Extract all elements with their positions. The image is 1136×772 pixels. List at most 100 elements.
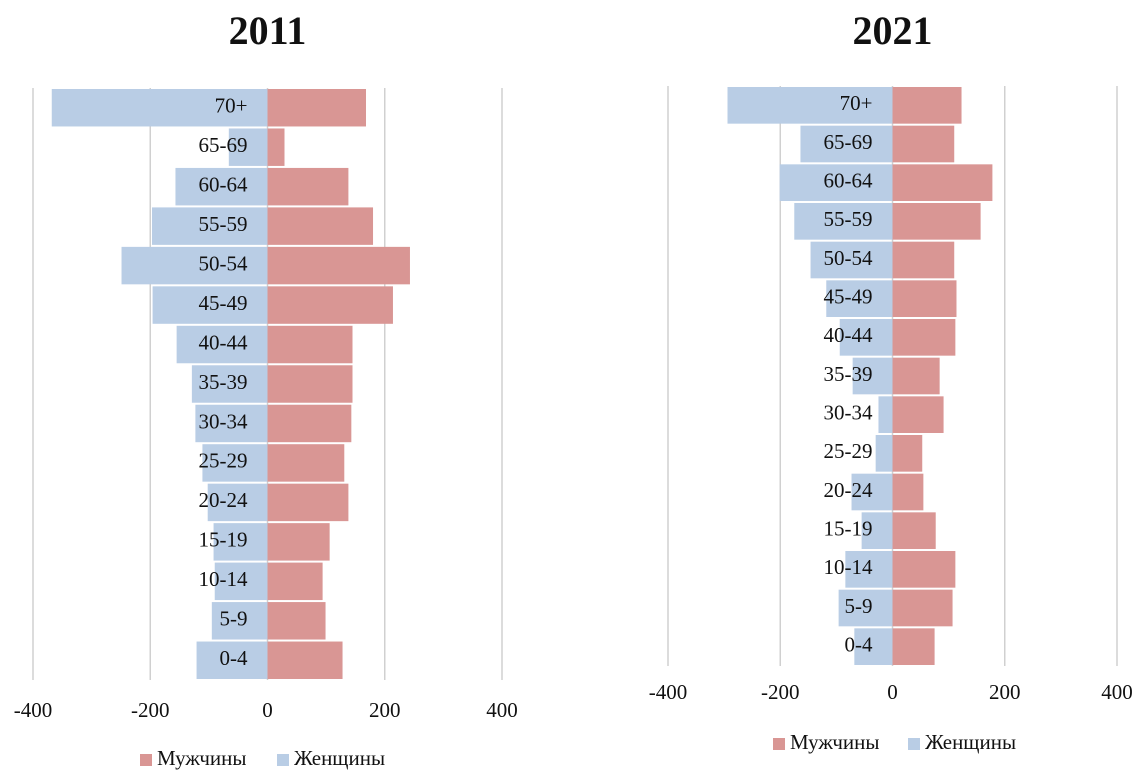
bar [810, 241, 893, 279]
bar [267, 404, 352, 443]
category-label: 40-44 [199, 330, 248, 354]
bar [175, 167, 268, 206]
bar [892, 87, 962, 124]
category-label: 70+ [215, 94, 248, 118]
bar [779, 164, 893, 201]
category-label: 5-9 [220, 607, 248, 631]
bar [838, 589, 893, 627]
bar [267, 246, 410, 285]
bar [892, 241, 955, 279]
bar [892, 435, 923, 472]
bar [892, 628, 935, 665]
x-tick-label: -400 [649, 680, 688, 704]
bar [826, 280, 893, 317]
bar [875, 435, 893, 472]
chart-title: 2021 [853, 8, 933, 53]
x-tick-label: 200 [989, 680, 1021, 704]
bar [892, 280, 957, 317]
bar [892, 125, 955, 163]
category-label: 60-64 [824, 168, 873, 192]
category-label: 15-19 [824, 516, 873, 540]
bar [195, 404, 268, 443]
bar [878, 396, 893, 433]
legend-swatch [140, 754, 152, 766]
bar [211, 602, 268, 640]
bar [892, 396, 944, 433]
bar [267, 325, 353, 364]
category-label: 0-4 [220, 646, 248, 670]
category-label: 10-14 [824, 555, 873, 579]
category-label: 20-24 [199, 488, 248, 512]
category-label: 45-49 [824, 284, 873, 308]
legend-label: Женщины [925, 730, 1016, 754]
bar [839, 319, 893, 356]
legend-label: Мужчины [790, 730, 880, 754]
category-label: 5-9 [845, 594, 873, 618]
category-label: 65-69 [824, 130, 873, 154]
category-label: 45-49 [199, 291, 248, 315]
bar [267, 286, 393, 324]
bar [267, 602, 326, 640]
legend-swatch [277, 754, 289, 766]
category-label: 35-39 [199, 370, 248, 394]
bar [267, 562, 323, 601]
bar [152, 207, 268, 245]
x-tick-label: -200 [131, 698, 170, 722]
legend-swatch [908, 738, 920, 750]
x-tick-label: 400 [1101, 680, 1133, 704]
legend-swatch [773, 738, 785, 750]
category-label: 25-29 [824, 439, 873, 463]
category-label: 15-19 [199, 528, 248, 552]
bar [267, 523, 330, 561]
category-label: 70+ [840, 91, 873, 115]
bar [854, 628, 893, 665]
x-tick-label: 200 [369, 698, 401, 722]
bar [152, 286, 268, 324]
bar [892, 319, 956, 356]
bar [794, 203, 893, 240]
bar [892, 357, 940, 395]
category-label: 55-59 [199, 212, 248, 236]
category-label: 10-14 [199, 567, 248, 591]
category-label: 60-64 [199, 172, 248, 196]
x-tick-label: 0 [262, 698, 273, 722]
category-label: 40-44 [824, 323, 873, 347]
bar [892, 551, 956, 588]
bar [267, 128, 285, 166]
category-label: 20-24 [824, 478, 873, 502]
category-label: 55-59 [824, 207, 873, 231]
category-label: 30-34 [199, 409, 248, 433]
bar [852, 357, 893, 395]
category-label: 50-54 [199, 251, 248, 275]
bar [267, 641, 343, 679]
bar [892, 473, 924, 511]
bar [207, 483, 268, 522]
x-tick-label: 400 [486, 698, 518, 722]
bar [892, 589, 953, 627]
bar [267, 365, 353, 403]
bar [213, 523, 268, 561]
category-label: 0-4 [845, 632, 873, 656]
x-tick-label: -200 [761, 680, 800, 704]
legend-label: Мужчины [157, 746, 247, 770]
chart-title: 2011 [229, 8, 307, 53]
bar [892, 164, 993, 201]
bar [267, 483, 349, 522]
category-label: 50-54 [824, 246, 873, 270]
bar [861, 512, 893, 549]
bar [121, 246, 268, 285]
bar [267, 207, 374, 245]
legend-label: Женщины [294, 746, 385, 770]
category-label: 30-34 [824, 400, 873, 424]
bar [267, 89, 366, 127]
bar [892, 512, 936, 549]
x-tick-label: 0 [887, 680, 898, 704]
bar [51, 89, 268, 127]
bar [267, 444, 345, 482]
category-label: 35-39 [824, 362, 873, 386]
bar [892, 203, 981, 240]
bar [202, 444, 268, 482]
bar [196, 641, 268, 679]
bar [267, 167, 349, 206]
